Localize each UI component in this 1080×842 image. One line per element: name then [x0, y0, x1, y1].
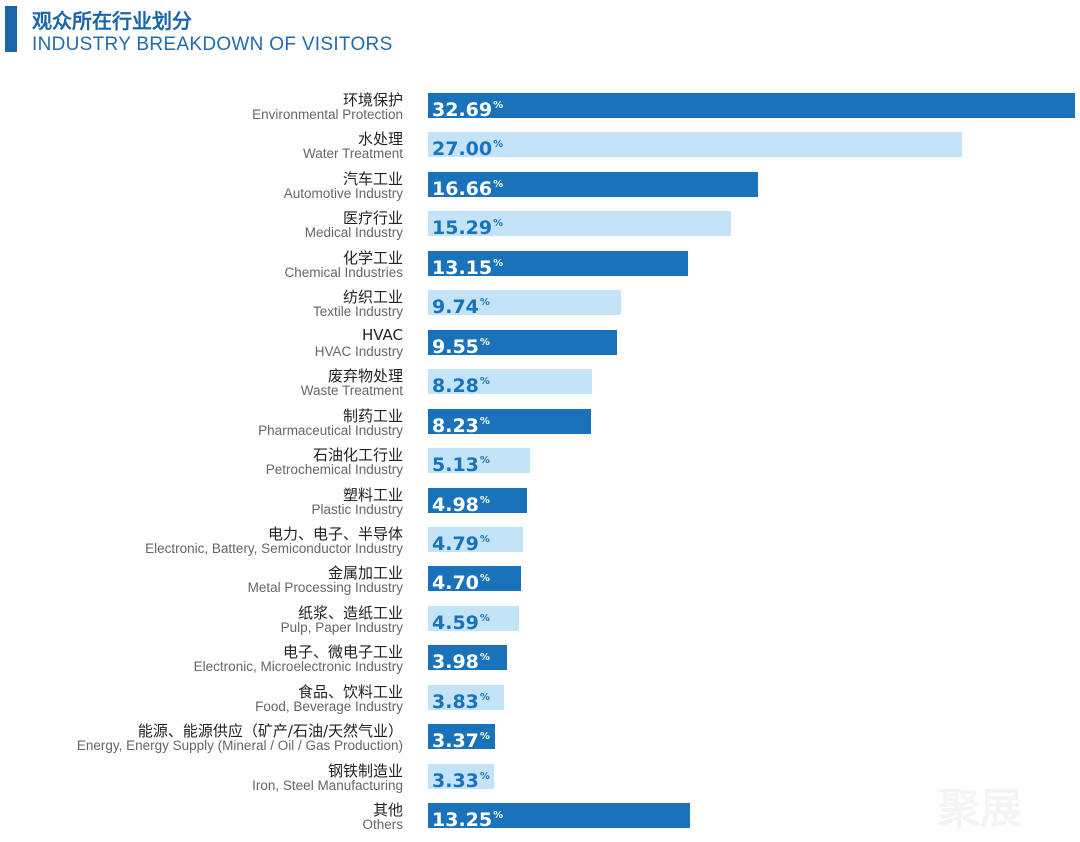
bar-row: 能源、能源供应（矿产/石油/天然气业） Energy, Energy Supply…	[0, 722, 1080, 763]
category-label-cn: HVAC	[361, 325, 403, 344]
value-label: 3.98%	[432, 651, 490, 674]
bar-row: 电子、微电子工业 Electronic, Microelectronic Indu…	[0, 643, 1080, 684]
bar	[428, 250, 689, 276]
bar	[428, 171, 758, 197]
category-label-cn: 其他	[372, 801, 403, 820]
category-label-en: Pharmaceutical Industry	[258, 422, 403, 438]
category-label-cn: 水处理	[357, 130, 403, 149]
value-label: 5.13%	[432, 454, 490, 477]
chart-title-cn: 观众所在行业划分	[32, 9, 192, 33]
bar-row: 水处理 Water Treatment 27.00%	[0, 130, 1080, 171]
value-label: 13.15%	[432, 256, 504, 279]
bar-row: 废弃物处理 Waste Treatment 8.28%	[0, 367, 1080, 408]
bar	[428, 290, 621, 316]
bar	[428, 684, 504, 710]
category-label-cn: 能源、能源供应（矿产/石油/天然气业）	[137, 722, 403, 741]
category-label-cn: 纺织工业	[342, 288, 403, 307]
category-label-en: Electronic, Battery, Semiconductor Indus…	[145, 540, 403, 556]
bar	[428, 369, 592, 395]
value-label: 3.83%	[432, 690, 490, 713]
value-label: 8.28%	[432, 375, 490, 398]
value-label: 4.98%	[432, 493, 490, 516]
chart-title-en: INDUSTRY BREAKDOWN OF VISITORS	[32, 34, 393, 55]
value-label: 27.00%	[432, 138, 504, 161]
bar-row: 塑料工业 Plastic Industry 4.98%	[0, 486, 1080, 527]
watermark-logo: 聚展	[938, 784, 1023, 833]
category-label-en: Medical Industry	[304, 225, 403, 241]
bar	[428, 93, 1075, 118]
bar-row: 钢铁制造业 Iron, Steel Manufacturing 3.33%	[0, 762, 1080, 803]
category-label-en: Food, Beverage Industry	[255, 698, 403, 714]
bar-row: 纸浆、造纸工业 Pulp, Paper Industry 4.59%	[0, 604, 1080, 645]
bar-row: 化学工业 Chemical Industries 13.15%	[0, 249, 1080, 290]
category-label-en: HVAC Industry	[314, 343, 403, 359]
bar	[428, 803, 691, 829]
category-label-cn: 钢铁制造业	[327, 761, 403, 780]
category-label-en: Others	[362, 817, 403, 833]
bar	[428, 566, 522, 592]
value-label: 3.37%	[432, 730, 490, 753]
category-label-cn: 金属加工业	[327, 564, 403, 583]
category-label-en: Textile Industry	[312, 304, 403, 320]
bar	[428, 132, 963, 158]
bar	[428, 763, 494, 789]
category-label-en: Waste Treatment	[300, 383, 403, 399]
value-label: 9.55%	[432, 335, 490, 358]
bar-row: HVAC HVAC Industry 9.55%	[0, 326, 1080, 369]
value-label: 15.29%	[432, 217, 504, 240]
category-label-cn: 制药工业	[342, 406, 403, 425]
category-label-en: Automotive Industry	[283, 185, 403, 201]
bar-row: 电力、电子、半导体 Electronic, Battery, Semiconduc…	[0, 525, 1080, 566]
value-label: 4.59%	[432, 611, 490, 634]
category-label-en: Electronic, Microelectronic Industry	[193, 659, 403, 675]
bar-row: 制药工业 Pharmaceutical Industry 8.23%	[0, 407, 1080, 448]
category-label-cn: 汽车工业	[342, 169, 403, 188]
bar	[428, 448, 530, 474]
category-label-cn: 医疗行业	[342, 209, 403, 228]
category-label-en: Environmental Protection	[252, 107, 403, 122]
bar-row: 其他 Others 13.25%	[0, 801, 1080, 842]
bar-row: 医疗行业 Medical Industry 15.29%	[0, 209, 1080, 250]
category-label-en: Plastic Industry	[311, 501, 403, 517]
category-label-cn: 废弃物处理	[327, 367, 403, 386]
category-label-cn: 环境保护	[342, 91, 403, 109]
value-label: 32.69%	[432, 99, 504, 121]
title-accent-bar	[5, 6, 17, 52]
bar-row: 环境保护 Environmental Protection 32.69%	[0, 91, 1080, 132]
bar	[428, 329, 617, 355]
bar	[428, 487, 527, 513]
bar	[428, 724, 495, 750]
bar-row: 汽车工业 Automotive Industry 16.66%	[0, 170, 1080, 211]
bar-row: 纺织工业 Textile Industry 9.74%	[0, 288, 1080, 329]
bar	[428, 526, 523, 552]
category-label-en: Water Treatment	[302, 146, 403, 162]
bar	[428, 605, 519, 631]
value-label: 8.23%	[432, 414, 490, 437]
category-label-en: Metal Processing Industry	[247, 580, 403, 596]
category-label-en: Chemical Industries	[284, 264, 403, 280]
category-label-cn: 纸浆、造纸工业	[297, 603, 403, 622]
category-label-cn: 塑料工业	[342, 485, 403, 504]
value-label: 16.66%	[432, 177, 504, 200]
bar-row: 金属加工业 Metal Processing Industry 4.70%	[0, 564, 1080, 605]
category-label-cn: 电子、微电子工业	[282, 643, 403, 662]
bar-row: 食品、饮料工业 Food, Beverage Industry 3.83%	[0, 683, 1080, 724]
category-label-cn: 食品、饮料工业	[297, 682, 403, 701]
category-label-en: Pulp, Paper Industry	[280, 619, 403, 635]
value-label: 4.79%	[432, 532, 490, 555]
category-label-en: Energy, Energy Supply (Mineral / Oil / G…	[76, 738, 403, 754]
value-label: 9.74%	[432, 296, 490, 319]
bar-row: 石油化工行业 Petrochemical Industry 5.13%	[0, 446, 1080, 487]
value-label: 3.33%	[432, 769, 490, 792]
category-label-en: Petrochemical Industry	[265, 462, 403, 478]
category-label-cn: 电力、电子、半导体	[267, 524, 403, 543]
value-label: 13.25%	[432, 809, 504, 832]
bar	[428, 408, 591, 434]
category-label-cn: 化学工业	[342, 248, 403, 267]
bar	[428, 645, 507, 671]
category-label-cn: 石油化工行业	[312, 446, 403, 465]
value-label: 4.70%	[432, 572, 490, 595]
category-label-en: Iron, Steel Manufacturing	[252, 777, 403, 793]
bar	[428, 211, 731, 237]
